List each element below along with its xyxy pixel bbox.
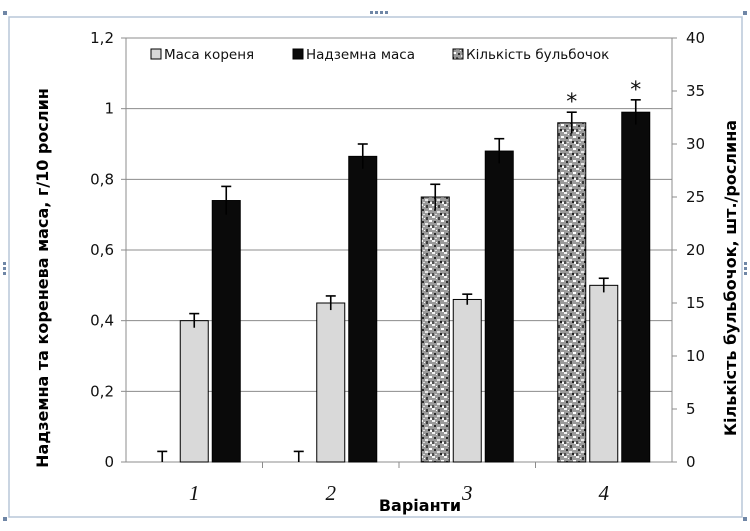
x-tick-label: 4 xyxy=(599,481,610,505)
y-right-tick-label: 20 xyxy=(686,241,705,259)
y-left-tick-label: 1,2 xyxy=(90,29,114,47)
bar xyxy=(484,150,514,463)
bar xyxy=(452,298,482,463)
legend-swatch xyxy=(150,48,162,60)
x-axis-title: Варіанти xyxy=(379,496,461,515)
significance-star: * xyxy=(630,78,641,103)
bar xyxy=(589,284,619,463)
bar xyxy=(316,302,346,463)
y-right-tick-label: 35 xyxy=(686,82,705,100)
bar xyxy=(348,155,378,463)
significance-star: * xyxy=(566,90,577,115)
legend: Маса кореня Надземна маса Кількість бульбо… xyxy=(150,47,609,63)
y-right-tick-label: 30 xyxy=(686,135,705,153)
legend-swatch xyxy=(452,48,464,60)
y-left-tick-label: 0,4 xyxy=(90,312,114,330)
y-right-tick-label: 25 xyxy=(686,188,705,206)
y-axis-left-title: Надземна та коренева маса, г/10 рослин xyxy=(33,88,52,468)
y-left-tick-label: 0,6 xyxy=(90,241,114,259)
significance-marks: * * xyxy=(566,78,641,115)
y-right-tick-label: 10 xyxy=(686,347,705,365)
bar xyxy=(621,111,651,463)
y-axis-left-ticks: 0 0,2 0,4 0,6 0,8 1 1,2 xyxy=(90,29,126,471)
y-left-tick-label: 0 xyxy=(104,453,114,471)
legend-swatch xyxy=(292,48,304,60)
error-bars xyxy=(157,99,641,462)
legend-label: Кількість бульбочок xyxy=(466,47,609,63)
x-axis-ticks: 1 2 3 4 xyxy=(189,462,610,505)
y-axis-right-ticks: 0 5 10 15 20 25 30 35 40 xyxy=(672,29,705,471)
x-tick-label: 1 xyxy=(189,481,200,505)
bar xyxy=(420,196,450,463)
bar xyxy=(179,320,209,463)
bar xyxy=(211,200,241,463)
y-right-tick-label: 0 xyxy=(686,453,696,471)
y-left-tick-label: 1 xyxy=(104,100,114,118)
resize-handles[interactable] xyxy=(3,11,747,521)
x-tick-label: 2 xyxy=(326,481,337,505)
x-tick-label: 3 xyxy=(461,481,473,505)
y-left-tick-label: 0,2 xyxy=(90,382,114,400)
y-right-tick-label: 15 xyxy=(686,294,705,312)
y-right-tick-label: 5 xyxy=(686,400,696,418)
y-right-tick-label: 40 xyxy=(686,29,705,47)
y-axis-right-title: Кількість бульбочок, шт./рослина xyxy=(721,120,740,436)
bar xyxy=(557,122,587,463)
bars xyxy=(179,111,651,463)
legend-label: Надземна маса xyxy=(306,47,415,63)
legend-label: Маса кореня xyxy=(164,47,254,63)
y-left-tick-label: 0,8 xyxy=(90,170,114,188)
